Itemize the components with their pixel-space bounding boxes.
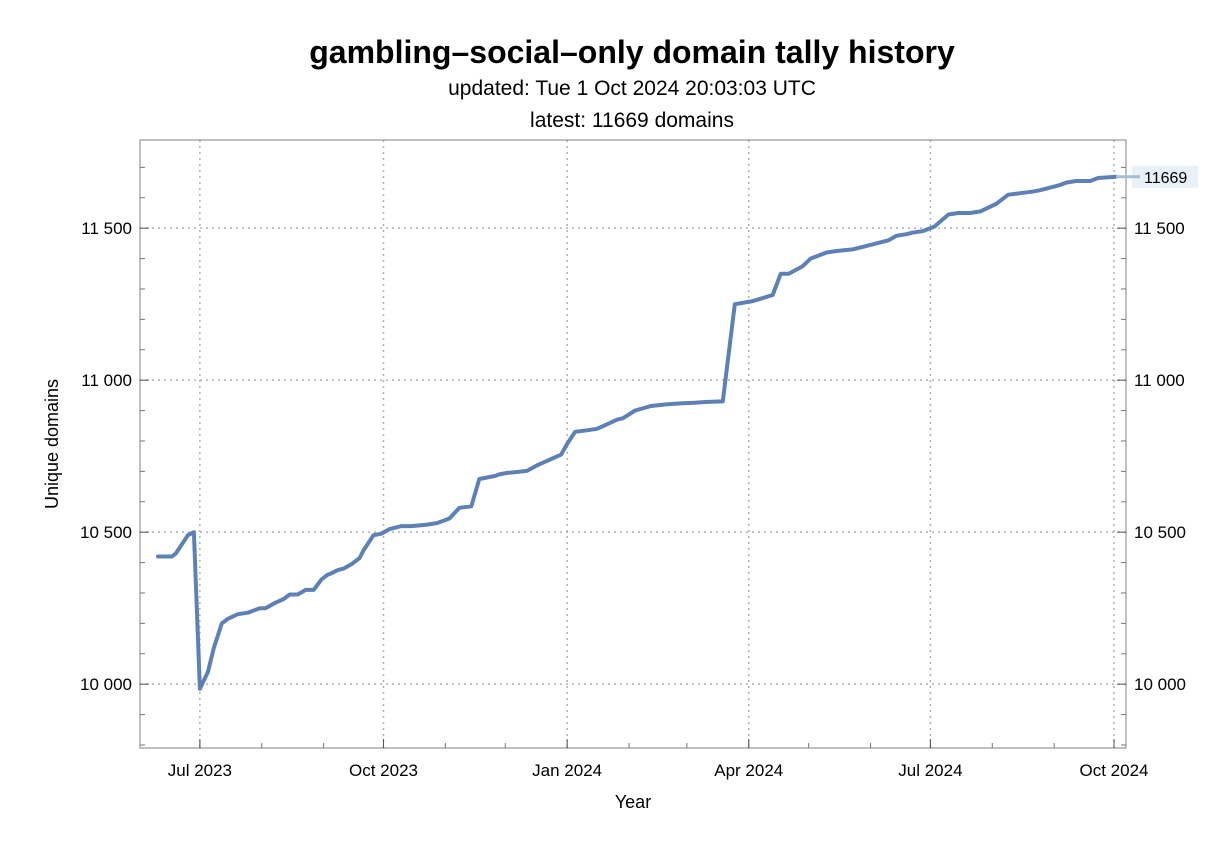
x-tick-label: Oct 2024 [1080,761,1149,780]
grid [140,140,1126,748]
y-tick-label-right: 10 000 [1134,675,1186,694]
end-label-box [1132,165,1198,188]
y-tick-label-right: 10 500 [1134,523,1186,542]
series-layer [156,174,1118,691]
y-tick-label-right: 11 000 [1134,371,1185,390]
y-axis-label: Unique domains [42,379,62,509]
x-tick-label: Apr 2024 [714,761,783,780]
series-line [156,174,1118,691]
x-tick-label: Jan 2024 [532,761,602,780]
end-label-group: 11669 [1116,165,1198,188]
x-axis-ticks: Jul 2023 Oct 2023 Jan 2024 Apr 2024 Jul 2024… [168,739,1149,780]
chart-subtitle-latest: latest: 11669 domains [530,109,734,132]
y-axis-ticks: 10 000 10 000 10 500 10 500 11 000 11 000 11 5… [80,219,1186,694]
y-tick-label-right: 11 500 [1134,219,1185,238]
y-tick-label-left: 10 500 [80,523,132,542]
x-tick-label: Jul 2024 [898,761,962,780]
chart-title: gambling–social–only domain tally histor… [309,34,955,70]
y-tick-label-left: 11 500 [81,219,132,238]
x-tick-label: Jul 2023 [168,761,232,780]
y-tick-label-left: 10 000 [80,675,132,694]
y-tick-label-left: 11 000 [81,371,132,390]
end-value-label: 11669 [1144,170,1187,187]
minor-ticks [140,166,1126,748]
chart-subtitle-updated: updated: Tue 1 Oct 2024 20:03:03 UTC [448,77,816,100]
plot-frame [139,139,1127,749]
x-tick-label: Oct 2023 [349,761,418,780]
x-axis-label: Year [615,792,651,812]
